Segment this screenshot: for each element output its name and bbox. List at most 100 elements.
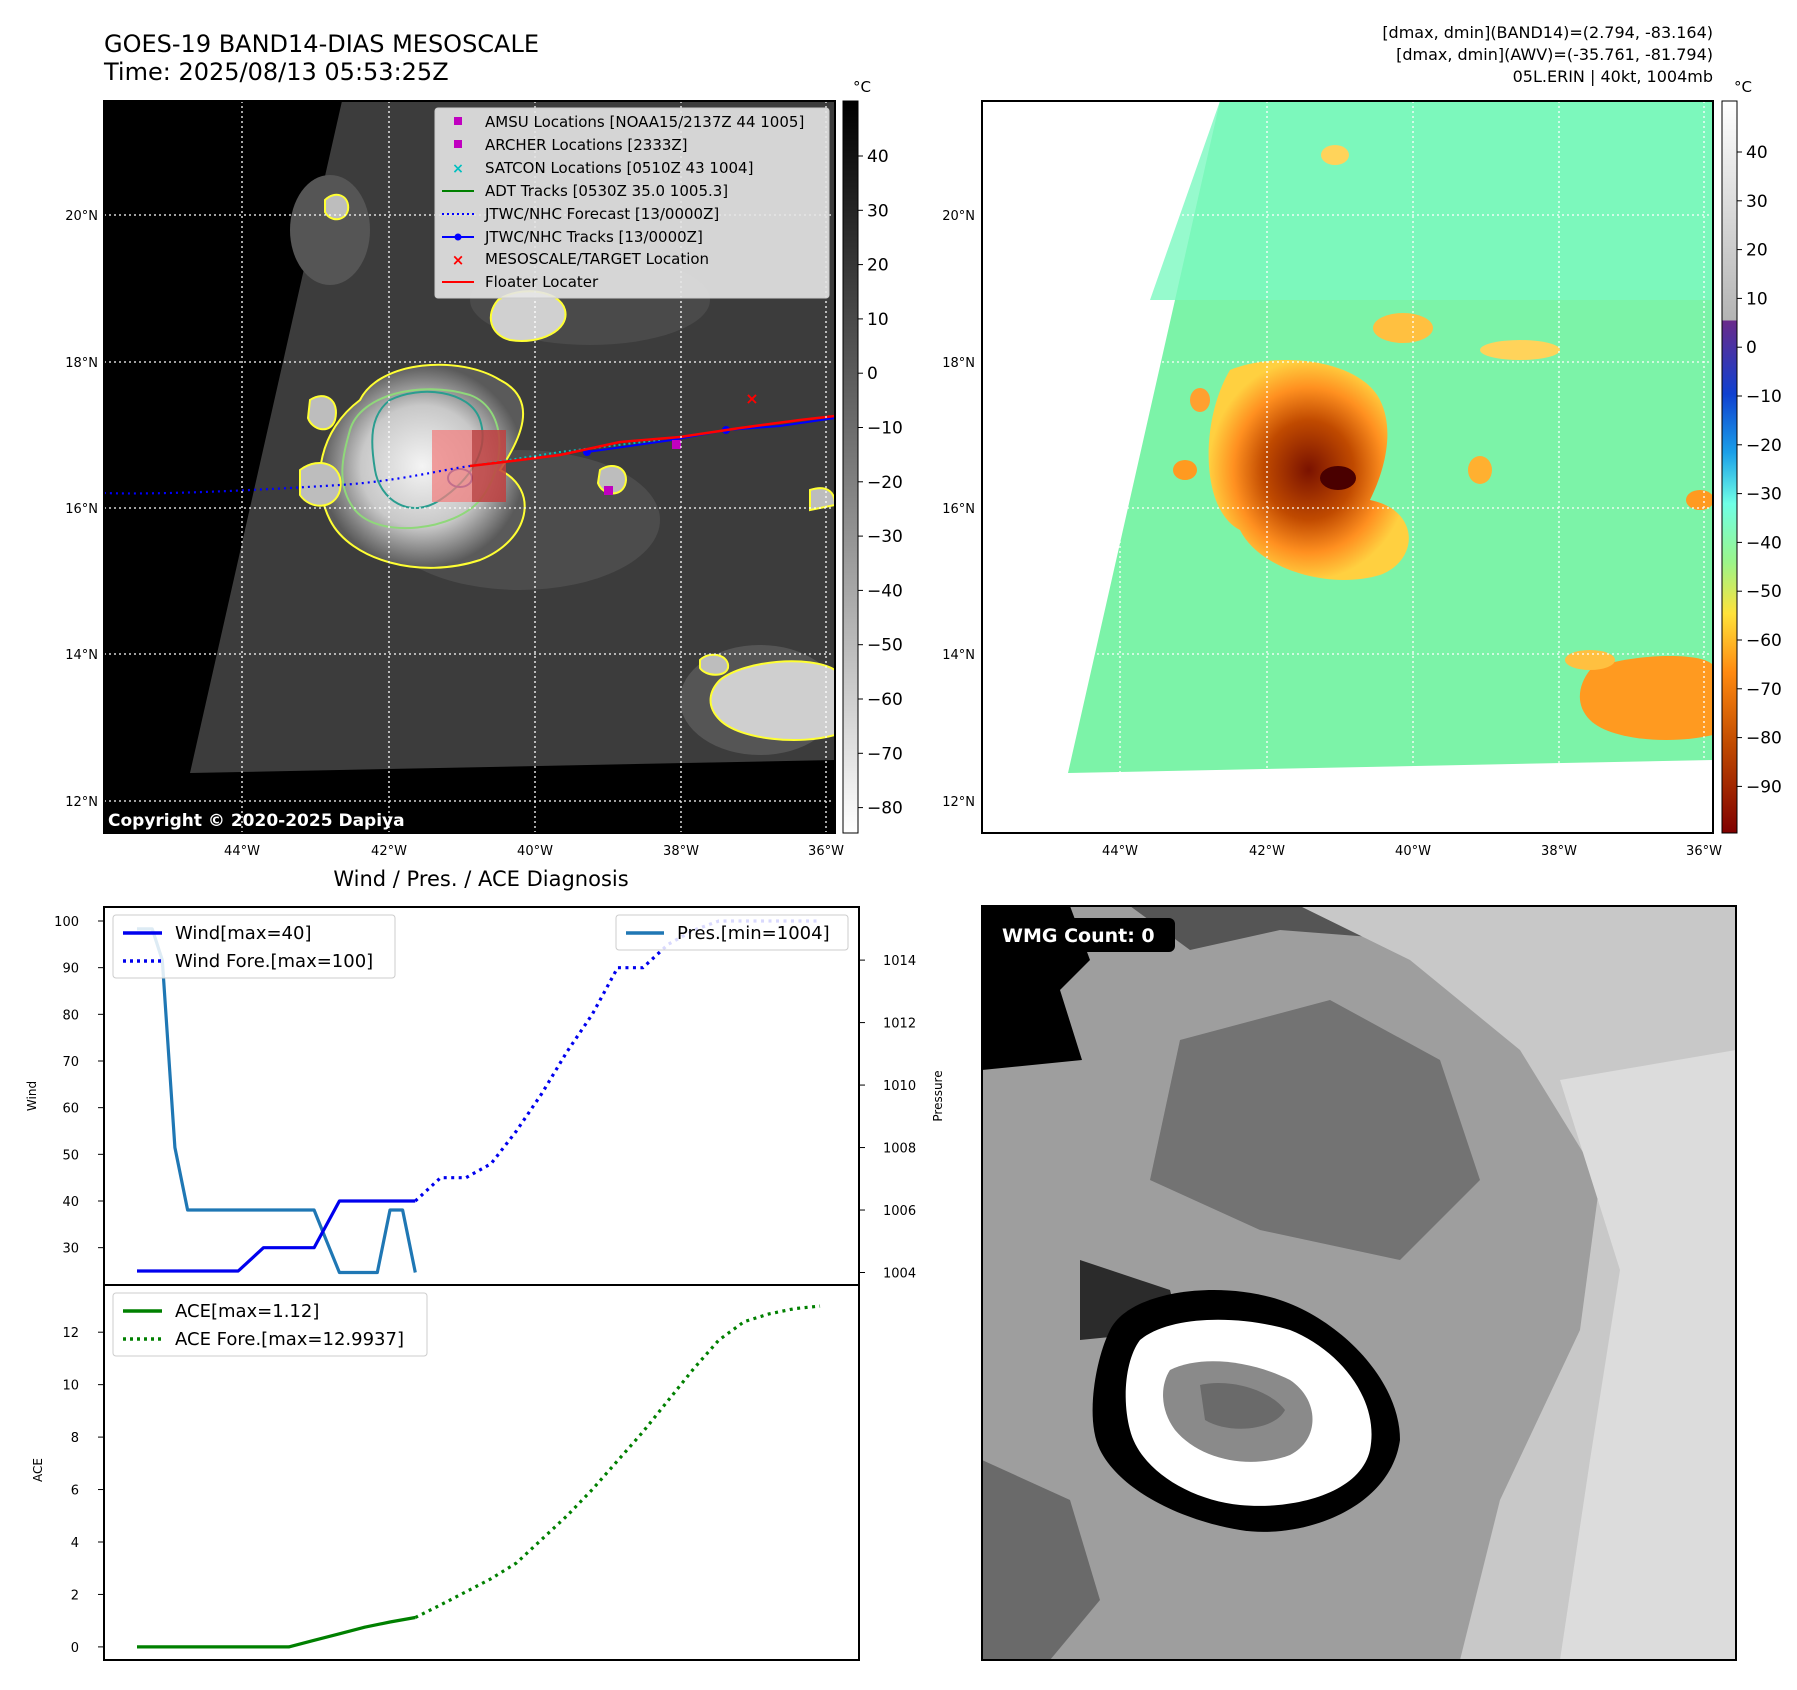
ace-line [137, 1615, 416, 1649]
svg-text:42°W: 42°W [371, 844, 407, 859]
colorbar-tick-label: −20 [1746, 436, 1782, 456]
ace-panel: ACE 0 2 4 6 8 10 12 ACE[max=1.12] ACE Fore.[ma… [31, 1284, 860, 1661]
svg-text:14°N: 14°N [65, 648, 98, 663]
amsu-marker [604, 486, 613, 495]
left-colorbar: °C 40 30 20 10 0 −10 −20 −30 −40 −50 −60 −70 −80 [842, 78, 903, 834]
wind-legend-box [112, 914, 396, 979]
wind-tick-label: 30 [62, 1242, 79, 1257]
legend-satcon-marker: × [452, 161, 464, 177]
floater-track [469, 414, 835, 468]
pressure-tick-label: 1010 [883, 1079, 916, 1094]
convection-cluster [1686, 490, 1713, 510]
colorbar-tick-label: −10 [1746, 387, 1782, 407]
convection-cluster [1190, 388, 1210, 412]
wmg-lightest-band [1560, 1050, 1736, 1660]
colorbar-tick-label: 40 [1746, 143, 1768, 163]
svg-text:42°W: 42°W [1249, 844, 1285, 859]
convection-cluster [1468, 456, 1492, 484]
svg-text:36°W: 36°W [1686, 844, 1722, 859]
colorbar-tick-label: 20 [1746, 241, 1768, 261]
pressure-tick-label: 1008 [883, 1142, 916, 1157]
right-colorbar: °C 40 30 20 10 0 −10 −20 −30 −40 −50 −60 −70 −80 −90 [1721, 78, 1782, 834]
colorbar-tick-label: −60 [1746, 631, 1782, 651]
legend-box [434, 107, 830, 299]
wind-tick-label: 40 [62, 1195, 79, 1210]
ace-lines [137, 1304, 821, 1649]
left-colorbar-ramp [842, 100, 859, 834]
wmg-dark-spot [982, 1460, 1100, 1660]
pressure-line [137, 927, 417, 1275]
wind-axis-label: Wind [25, 1081, 39, 1111]
wmg-count-badge [992, 918, 1175, 952]
right-colorbar-ticks: 40 30 20 10 0 −10 −20 −30 −40 −50 −60 −70 −80 −90 [1737, 143, 1782, 797]
forecast-track-west [104, 464, 471, 495]
svg-text:14°N: 14°N [942, 648, 975, 663]
wind-pressure-lines [137, 919, 820, 1275]
cloud-cluster [299, 461, 342, 507]
colorbar-tick-label: 10 [867, 310, 889, 330]
swath-upper [1150, 101, 1713, 300]
colorbar-tick-label: −80 [867, 799, 903, 819]
ace-tick-label: 8 [71, 1431, 79, 1446]
pressure-tick-label: 1004 [883, 1267, 916, 1282]
wind-tick-label: 50 [62, 1148, 79, 1163]
left-map-lat-labels: 20°N 18°N 16°N 14°N 12°N [65, 209, 98, 810]
cloud-patch [290, 175, 370, 285]
ace-forecast-line [414, 1304, 821, 1619]
wind-tick-label: 100 [54, 915, 79, 930]
svg-text:40°W: 40°W [1395, 844, 1431, 859]
ace-tick-label: 10 [62, 1379, 79, 1394]
legend-ace-fore-label: ACE Fore.[max=12.9937] [175, 1329, 404, 1350]
wind-tick-label: 80 [62, 1008, 79, 1023]
colorbar-tick-label: −50 [1746, 582, 1782, 602]
left-colorbar-ticks: 40 30 20 10 0 −10 −20 −30 −40 −50 −60 −70 −80 [858, 147, 903, 819]
right-colorbar-ramp [1721, 100, 1738, 834]
legend-ace-label: ACE[max=1.12] [175, 1301, 319, 1322]
pressure-axis-label: Pressure [931, 1070, 945, 1121]
convection-core [1208, 360, 1409, 580]
colorbar-tick-label: 30 [1746, 192, 1768, 212]
colorbar-tick-label: −30 [867, 527, 903, 547]
colorbar-tick-label: −50 [867, 636, 903, 656]
target-box [432, 430, 472, 502]
convection-cluster [1480, 340, 1560, 360]
archer-marker [672, 440, 681, 449]
cloud-cluster [324, 193, 350, 221]
wind-line [137, 1199, 416, 1273]
map-frame [103, 100, 836, 834]
diagnosis-title: Wind / Pres. / ACE Diagnosis [333, 867, 628, 891]
info-band14: [dmax, dmin](BAND14)=(2.794, -83.164) [1382, 23, 1713, 42]
legend-wind-label: Wind[max=40] [175, 923, 312, 944]
convection-cluster [1579, 655, 1713, 740]
ace-tick-label: 4 [71, 1536, 79, 1551]
colorbar-tick-label: −40 [867, 581, 903, 601]
right-map-lon-labels: 44°W 42°W 40°W 38°W 36°W [1102, 844, 1722, 859]
legend-wind-fore-label: Wind Fore.[max=100] [175, 951, 373, 972]
ace-tick-label: 6 [71, 1484, 79, 1499]
pressure-tick-label: 1006 [883, 1204, 916, 1219]
map-grid [982, 101, 1713, 833]
convection-cluster [1373, 313, 1433, 343]
cloud-cluster [699, 653, 730, 676]
map-frame [981, 100, 1714, 834]
wind-pressure-panel: Wind Pressure 30 40 50 60 70 80 90 100 1004 1006… [25, 906, 945, 1286]
svg-text:36°W: 36°W [808, 844, 844, 859]
ace-tick-label: 12 [62, 1326, 79, 1341]
wmg-frame [981, 905, 1737, 1661]
legend-tracks-dot [454, 233, 462, 241]
band14-map: × Copyright © 2020-2025 Dapiya AMSU Loca… [65, 100, 844, 859]
svg-text:44°W: 44°W [1102, 844, 1138, 859]
wind-tick-label: 60 [62, 1102, 79, 1117]
copyright-text: Copyright © 2020-2025 Dapiya [108, 811, 405, 831]
wmg-mid-region [1150, 1000, 1480, 1260]
ace-tick-label: 2 [71, 1588, 79, 1603]
legend-amsu-label: AMSU Locations [NOAA15/2137Z 44 1005] [485, 113, 804, 131]
ace-legend-box [112, 1292, 428, 1357]
left-map-lon-labels: 44°W 42°W 40°W 38°W 36°W [224, 844, 844, 859]
cloud-cluster [709, 660, 835, 741]
colorbar-tick-label: 40 [867, 147, 889, 167]
pressure-tick-label: 1012 [883, 1017, 916, 1032]
colorbar-tick-label: −20 [867, 473, 903, 493]
cloud-cluster [306, 395, 337, 431]
ace-axis-ticks: 0 2 4 6 8 10 12 [62, 1326, 104, 1656]
